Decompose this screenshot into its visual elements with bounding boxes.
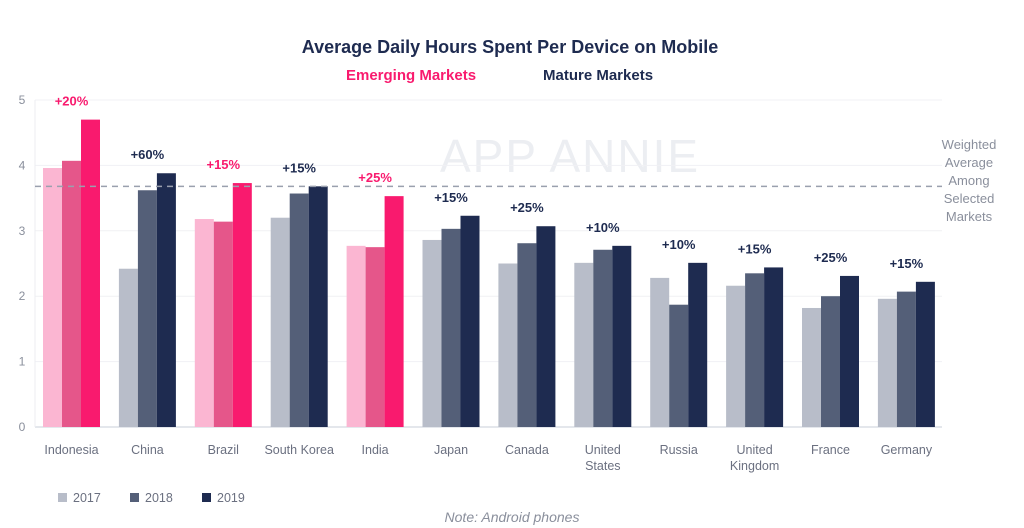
- note: Note: Android phones: [445, 509, 580, 525]
- x-tick-label: India: [362, 443, 389, 457]
- x-tick-label: Kingdom: [730, 459, 779, 473]
- x-tick-label: China: [131, 443, 164, 457]
- growth-label: +15%: [890, 256, 924, 271]
- x-tick-label: France: [811, 443, 850, 457]
- bar-2017: [650, 277, 670, 427]
- bar-2019: [460, 215, 480, 427]
- bar-2017: [118, 268, 138, 427]
- bar-2019: [612, 245, 632, 427]
- growth-label: +25%: [814, 250, 848, 265]
- bar-2017: [574, 262, 594, 427]
- growth-label: +15%: [206, 157, 240, 172]
- growth-label: +20%: [55, 94, 89, 109]
- bar-2017: [498, 263, 518, 427]
- x-tick-label: Brazil: [208, 443, 239, 457]
- bar-2019: [536, 226, 556, 427]
- legend-label: 2018: [145, 491, 173, 505]
- x-tick-label: United: [737, 443, 773, 457]
- growth-label: +15%: [434, 190, 468, 205]
- bar-2017: [270, 217, 290, 427]
- y-tick-label: 1: [19, 355, 26, 369]
- bar-2017: [346, 245, 366, 427]
- y-tick-label: 2: [19, 289, 26, 303]
- bar-2017: [194, 219, 214, 427]
- bar-2018: [745, 273, 765, 427]
- x-tick-label: Germany: [881, 443, 933, 457]
- bar-2018: [821, 296, 840, 427]
- reference-line-label: Markets: [946, 209, 993, 224]
- x-tick-label: States: [585, 459, 620, 473]
- y-tick-label: 5: [19, 93, 26, 107]
- bar-2018: [669, 304, 689, 427]
- bar-2019: [81, 119, 100, 428]
- x-tick-label: Indonesia: [44, 443, 98, 457]
- y-tick-label: 0: [19, 420, 26, 434]
- bar-2019: [840, 275, 859, 427]
- bar-2017: [43, 168, 62, 428]
- growth-label: +25%: [358, 170, 392, 185]
- x-tick-label: United: [585, 443, 621, 457]
- growth-label: +15%: [282, 160, 316, 175]
- bar-2018: [137, 190, 157, 427]
- legend-swatch-2017: [58, 493, 67, 502]
- watermark: APP ANNIE: [440, 130, 700, 182]
- legend-label: 2019: [217, 491, 245, 505]
- bar-2019: [232, 183, 252, 427]
- bar-2018: [441, 228, 461, 427]
- bar-2019: [156, 173, 176, 427]
- reference-line-label: Weighted: [942, 137, 997, 152]
- bar-2018: [896, 291, 916, 427]
- bar-2019: [915, 281, 935, 427]
- reference-line-label: Among: [948, 173, 989, 188]
- emerging-markets-label: Emerging Markets: [346, 67, 476, 84]
- bar-2019: [384, 196, 404, 427]
- growth-label: +25%: [510, 200, 544, 215]
- legend-swatch-2018: [130, 493, 139, 502]
- y-tick-label: 3: [19, 224, 26, 238]
- growth-label: +15%: [738, 241, 772, 256]
- bar-2017: [726, 285, 746, 427]
- bar-2018: [365, 247, 385, 427]
- bar-2018: [213, 221, 233, 427]
- bar-2018: [593, 249, 613, 427]
- growth-label: +10%: [586, 220, 620, 235]
- x-tick-label: Russia: [660, 443, 698, 457]
- reference-line-label: Selected: [944, 191, 995, 206]
- chart-title: Average Daily Hours Spent Per Device on …: [302, 37, 718, 57]
- reference-line-label: Average: [945, 155, 993, 170]
- bar-2017: [877, 298, 897, 427]
- bar-2017: [802, 307, 821, 427]
- bar-2019: [764, 267, 784, 427]
- bar-2018: [517, 243, 537, 427]
- legend-swatch-2019: [202, 493, 211, 502]
- x-tick-label: Canada: [505, 443, 549, 457]
- bar-2019: [688, 262, 708, 427]
- x-tick-label: Japan: [434, 443, 468, 457]
- bar-2017: [422, 239, 442, 427]
- growth-label: +60%: [131, 147, 165, 162]
- legend-label: 2017: [73, 491, 101, 505]
- bar-2018: [62, 160, 81, 427]
- x-tick-label: South Korea: [264, 443, 334, 457]
- mature-markets-label: Mature Markets: [543, 67, 653, 84]
- bar-2018: [289, 193, 309, 427]
- bar-2019: [308, 186, 328, 427]
- y-tick-label: 4: [19, 158, 26, 172]
- growth-label: +10%: [662, 237, 696, 252]
